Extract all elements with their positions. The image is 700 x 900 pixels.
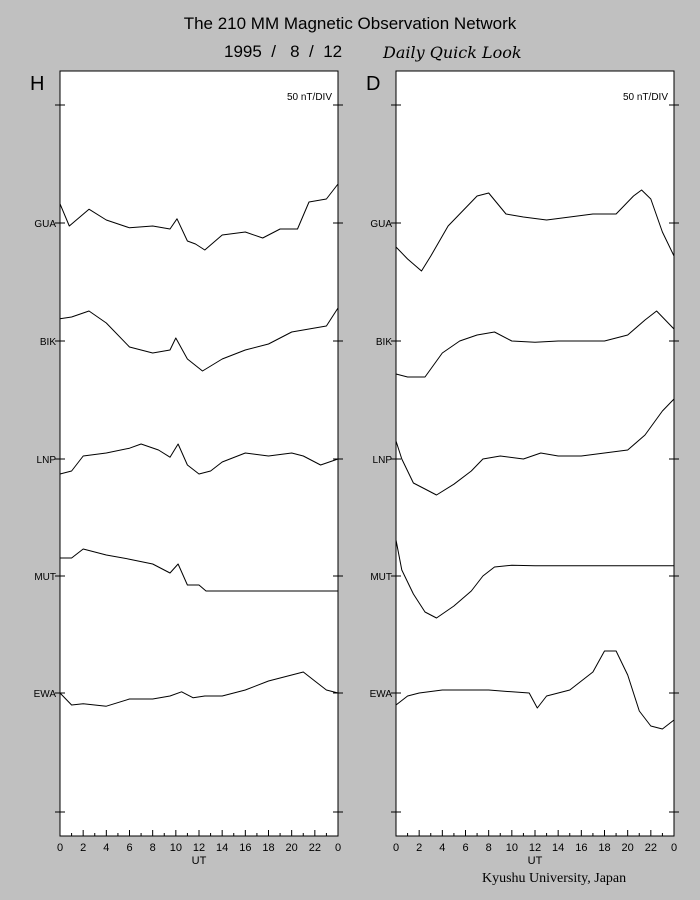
panel-label: H xyxy=(30,73,44,95)
x-tick-label: 16 xyxy=(575,842,587,854)
station-label-lnp: LNP xyxy=(373,455,393,466)
x-tick-label: 16 xyxy=(239,842,251,854)
trace-lnp xyxy=(395,398,675,496)
trace-gua xyxy=(59,183,339,251)
plot-frame xyxy=(395,70,675,837)
x-tick-label: 0 xyxy=(57,842,63,854)
trace-gua xyxy=(395,189,675,272)
station-label-mut: MUT xyxy=(370,572,392,583)
trace-ewa xyxy=(395,650,675,730)
subtitle-row: 1995 / 8 / 12 Daily Quick Look xyxy=(0,42,700,64)
x-tick-label: 2 xyxy=(416,842,422,854)
panel-label: D xyxy=(366,73,380,95)
station-label-bik: BIK xyxy=(40,337,56,348)
x-tick-label: 10 xyxy=(170,842,182,854)
x-tick-label: 8 xyxy=(150,842,156,854)
x-tick-label: 18 xyxy=(598,842,610,854)
x-tick-label: 12 xyxy=(193,842,205,854)
x-tick-label: 22 xyxy=(645,842,657,854)
station-label-gua: GUA xyxy=(34,219,56,230)
x-tick-label: 2 xyxy=(80,842,86,854)
x-tick-label: 14 xyxy=(552,842,564,854)
panel-d: D 50 nT/DIV GUA BIK LNP MUT EWA 0 2 4 6 8 10 12 14 16 18… xyxy=(366,70,679,867)
station-label-ewa: EWA xyxy=(370,689,393,700)
trace-lnp xyxy=(59,443,339,475)
trace-mut xyxy=(60,548,338,592)
station-label-bik: BIK xyxy=(376,337,392,348)
x-tick-label: 20 xyxy=(286,842,298,854)
footer-credit: Kyushu University, Japan xyxy=(482,871,627,886)
x-tick-label: 8 xyxy=(486,842,492,854)
station-label-lnp: LNP xyxy=(37,455,57,466)
x-tick-label: 6 xyxy=(126,842,132,854)
x-tick-label: 18 xyxy=(262,842,274,854)
x-tick-label: 4 xyxy=(439,842,445,854)
x-tick-label: 22 xyxy=(309,842,321,854)
x-tick-label: 0 xyxy=(335,842,341,854)
x-tick-label: 14 xyxy=(216,842,228,854)
panel-h: H 50 nT/DIV GUA BIK LNP MUT EWA 0 2 4 6 8 10 12 14 16 18… xyxy=(30,70,343,867)
quick-look-label: Daily Quick Look xyxy=(383,43,522,62)
x-tick-label: 12 xyxy=(529,842,541,854)
x-tick-label: 0 xyxy=(671,842,677,854)
observation-date: 1995 / 8 / 12 xyxy=(224,42,343,61)
station-label-gua: GUA xyxy=(370,219,392,230)
trace-bik xyxy=(395,310,675,378)
x-axis-label: UT xyxy=(192,855,207,867)
trace-mut xyxy=(395,539,674,619)
x-tick-label: 4 xyxy=(103,842,109,854)
trace-ewa xyxy=(59,671,339,707)
station-label-mut: MUT xyxy=(34,572,56,583)
scale-label: 50 nT/DIV xyxy=(287,92,332,103)
x-tick-label: 0 xyxy=(393,842,399,854)
trace-bik xyxy=(59,307,339,372)
scale-label: 50 nT/DIV xyxy=(623,92,668,103)
x-tick-label: 10 xyxy=(506,842,518,854)
chart-title: The 210 MM Magnetic Observation Network xyxy=(183,14,517,33)
x-tick-label: 6 xyxy=(462,842,468,854)
x-axis-label: UT xyxy=(528,855,543,867)
x-tick-label: 20 xyxy=(622,842,634,854)
station-label-ewa: EWA xyxy=(34,689,57,700)
